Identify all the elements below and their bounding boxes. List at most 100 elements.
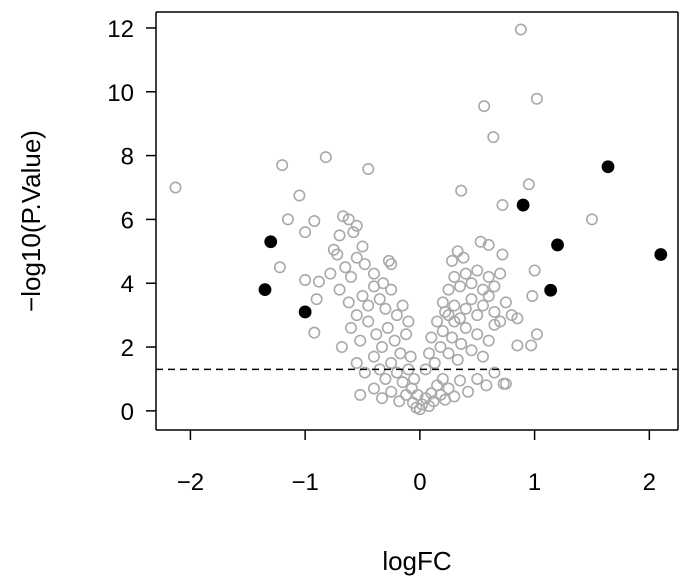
highlighted-point	[654, 248, 668, 261]
x-tick-label: 1	[528, 469, 541, 496]
data-point	[445, 254, 458, 267]
data-point	[408, 372, 421, 385]
data-point	[436, 325, 449, 338]
y-tick-label: 8	[121, 144, 134, 171]
data-point	[373, 293, 386, 306]
data-point	[497, 377, 510, 390]
data-point	[382, 254, 395, 267]
axes-layer	[155, 11, 679, 431]
data-point	[445, 331, 458, 344]
y-tick-label: 12	[107, 16, 134, 43]
data-point	[494, 267, 507, 280]
highlighted-point	[298, 305, 312, 319]
data-point	[480, 379, 493, 392]
data-point	[379, 372, 392, 385]
data-point	[465, 293, 478, 306]
highlighted-point	[551, 238, 564, 252]
data-point	[299, 226, 312, 239]
data-point	[496, 199, 509, 212]
data-point	[367, 382, 380, 395]
data-point	[442, 283, 455, 296]
data-point	[333, 229, 346, 242]
data-point	[339, 261, 352, 274]
data-point	[350, 219, 363, 232]
x-tick-label: 2	[643, 469, 656, 496]
data-point	[436, 296, 449, 309]
highlighted-point	[258, 283, 272, 297]
data-point	[356, 240, 369, 253]
y-tick-label: 4	[121, 271, 134, 298]
data-point	[482, 334, 495, 347]
y-tick-label: 2	[121, 335, 134, 362]
highlighted-point	[544, 283, 558, 297]
data-point	[471, 372, 484, 385]
data-point	[362, 299, 375, 312]
data-point	[451, 353, 464, 366]
x-tick-label: −1	[291, 469, 318, 496]
data-point	[496, 248, 509, 261]
data-point	[335, 341, 348, 354]
data-point	[350, 309, 363, 322]
data-point	[454, 312, 467, 325]
data-point	[370, 328, 383, 341]
data-point	[427, 395, 440, 408]
data-point	[474, 235, 487, 248]
data-point	[522, 178, 535, 191]
data-point	[451, 245, 464, 258]
data-point	[347, 226, 360, 239]
data-point	[455, 184, 468, 197]
data-point	[376, 392, 389, 405]
data-point	[337, 210, 350, 223]
data-point	[471, 264, 484, 277]
data-point	[324, 267, 337, 280]
data-point	[342, 213, 355, 226]
data-point	[454, 374, 467, 387]
data-point	[385, 356, 398, 369]
data-point	[528, 264, 541, 277]
data-point	[358, 366, 371, 379]
data-point	[404, 350, 417, 363]
data-point	[376, 341, 389, 354]
data-point	[488, 366, 501, 379]
data-point	[350, 251, 363, 264]
data-point	[428, 356, 441, 369]
data-point	[488, 305, 501, 318]
data-point	[390, 309, 403, 322]
data-point	[478, 100, 491, 113]
data-point	[431, 315, 444, 328]
data-point	[442, 382, 455, 395]
data-point	[388, 334, 401, 347]
y-tick-label: 0	[121, 399, 134, 426]
data-point	[312, 275, 325, 288]
data-point	[358, 258, 371, 271]
data-point	[169, 181, 182, 194]
data-point	[482, 289, 495, 302]
data-point	[482, 270, 495, 283]
data-point	[434, 341, 447, 354]
data-point	[442, 347, 455, 360]
data-point	[367, 350, 380, 363]
data-point	[331, 248, 344, 261]
data-point	[525, 339, 538, 352]
data-point	[530, 92, 543, 105]
data-point	[310, 293, 323, 306]
x-tick-label: −2	[177, 469, 204, 496]
data-point	[482, 238, 495, 251]
data-point	[476, 299, 489, 312]
data-point	[308, 326, 321, 339]
points-layer	[169, 23, 668, 416]
data-point	[448, 299, 461, 312]
data-point	[367, 280, 380, 293]
data-point	[448, 270, 461, 283]
data-point	[281, 213, 294, 226]
data-point	[379, 302, 392, 315]
data-point	[459, 321, 472, 334]
data-point	[465, 344, 478, 357]
data-point	[457, 251, 470, 264]
data-point	[476, 283, 489, 296]
highlighted-point	[516, 198, 530, 212]
data-point	[333, 283, 346, 296]
data-point	[471, 328, 484, 341]
data-point	[448, 390, 461, 403]
